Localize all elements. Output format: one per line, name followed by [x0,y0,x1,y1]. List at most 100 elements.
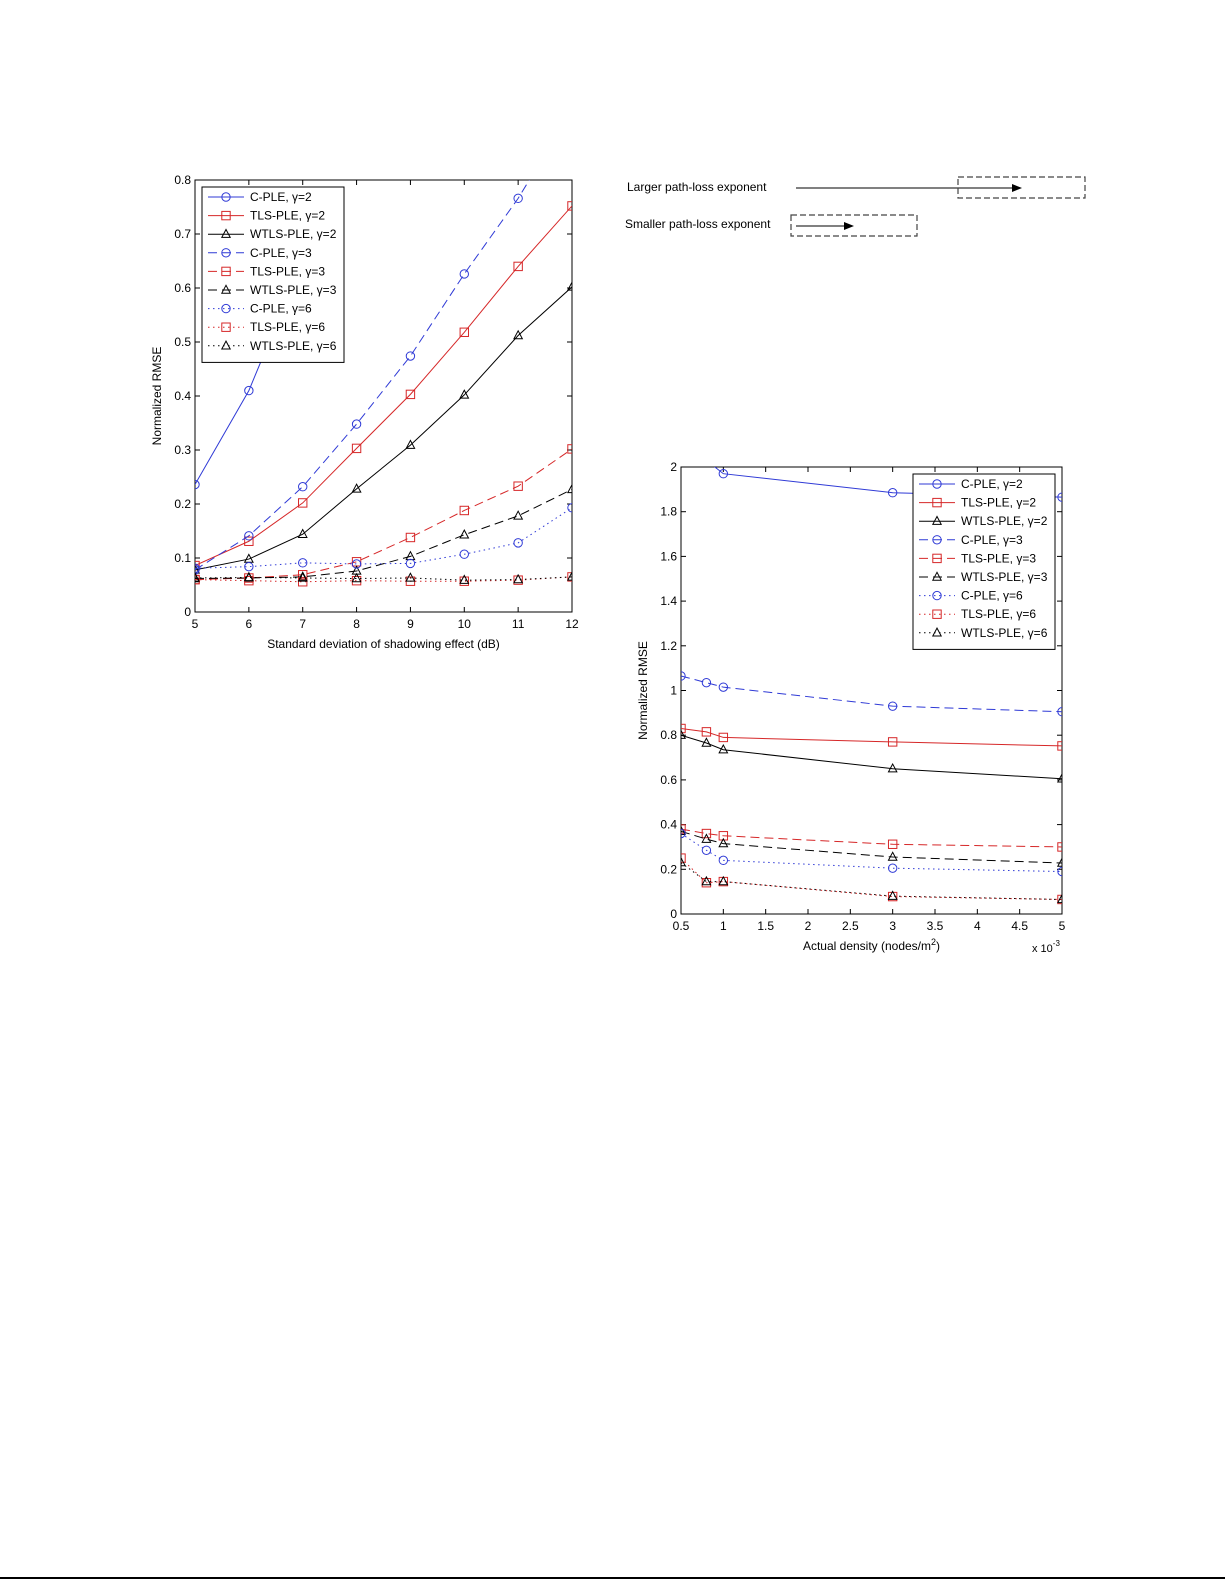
c1-series-line-4 [681,828,1062,848]
c1-x-tick-label: 2.5 [842,919,859,933]
larger-exponent-arrowhead [1012,184,1022,192]
c0-point-6 [513,538,523,548]
c0-x-tick-label: 8 [353,617,360,631]
c0-x-tick-label: 7 [299,617,306,631]
c0-series-line-2 [195,286,572,571]
path-loss-annotation: Larger path-loss exponent Smaller path-l… [625,176,1086,237]
c0-point-0 [195,479,200,490]
c1-x-axis-label: Actual density (nodes/m2) [803,937,940,953]
c0-point-6 [567,503,572,513]
c1-series-line-2 [681,734,1062,780]
c1-point-8 [718,875,729,886]
c1-point-0 [718,469,729,479]
c0-y-tick-label: 0.6 [174,281,191,295]
c0-point-3 [405,351,416,361]
c1-y-tick-label: 0.8 [660,728,677,742]
c0-point-4 [459,505,469,516]
c1-point-5 [887,851,898,861]
c1-legend-label-3: C-PLE, γ=3 [961,533,1023,547]
c0-point-1 [567,201,572,211]
c0-legend-label-1: TLS-PLE, γ=2 [250,209,325,223]
c1-point-4 [681,824,686,834]
c1-x-axis-label-sup: 2 [931,937,936,947]
c0-x-tick-label: 10 [458,617,472,631]
c0-point-8 [195,572,201,582]
c0-point-6 [244,561,254,572]
c1-point-4 [701,828,712,839]
c0-point-6 [195,563,200,573]
c0-point-7 [195,574,200,585]
c1-y-tick-label: 1.4 [660,594,677,608]
c0-point-4 [567,444,572,454]
c1-y-tick-label: 0 [670,907,677,921]
c1-point-3 [718,682,729,692]
smaller-exponent-box [790,214,918,237]
c0-point-4 [513,481,523,491]
c0-x-tick-label: 6 [246,617,253,631]
c0-legend-label-5: WTLS-PLE, γ=3 [250,283,337,297]
c1-legend-marker-5 [931,571,943,581]
c1-point-5 [1056,857,1062,867]
c1-point-7 [681,853,686,863]
c1-series-line-3 [681,675,1062,713]
c1-x-tick-label: 2 [805,919,812,933]
c0-point-1 [195,560,200,571]
c1-x-tick-label: 5 [1059,919,1066,933]
smaller-exponent-label: Smaller path-loss exponent [625,217,771,231]
c0-point-7 [298,577,308,587]
c1-x-axis-label-end: ) [936,939,940,953]
c0-point-6 [459,549,469,559]
c0-series-group [195,180,572,587]
c1-point-4 [1057,842,1062,852]
c1-x-tick-label: 1 [720,919,727,933]
c0-point-6 [351,559,362,569]
c1-point-2 [1056,773,1062,783]
c0-point-3 [244,531,254,541]
c0-legend-label-7: TLS-PLE, γ=6 [250,320,325,334]
larger-exponent-label: Larger path-loss exponent [627,180,767,194]
c1-legend-marker-6 [932,590,942,601]
c1-point-6 [887,863,898,873]
c0-point-1 [351,443,362,454]
c1-point-8 [681,856,687,867]
c0-point-2 [459,389,470,399]
c1-series-line-1 [681,727,1062,747]
c1-point-6 [1057,866,1062,877]
c1-legend-label-0: C-PLE, γ=2 [961,477,1023,491]
c0-x-tick-label: 9 [407,617,414,631]
c0-legend-marker-8 [220,340,232,350]
c1-x-multiplier-exp: -3 [1053,939,1061,948]
c0-legend-marker-2 [220,228,232,238]
c1-point-5 [718,837,729,848]
c1-point-0 [702,456,710,464]
c1-point-3 [887,701,898,711]
c1-point-6 [718,855,729,866]
c0-point-6 [405,558,416,569]
c1-legend-label-6: C-PLE, γ=6 [961,589,1023,603]
c1-legend-marker-1 [932,497,942,508]
c0-point-1 [513,261,523,272]
c0-y-tick-label: 0 [184,605,191,619]
c0-point-8 [405,572,416,582]
c0-point-3 [513,193,523,204]
c0-point-4 [298,570,308,580]
c0-point-2 [405,439,416,449]
c1-point-8 [887,890,898,900]
c0-point-1 [405,389,416,400]
c1-legend-marker-3 [932,535,942,545]
c0-point-8 [297,572,308,582]
c1-point-5 [701,833,712,843]
c0-legend-marker-0 [221,192,231,202]
c0-legend-label-6: C-PLE, γ=6 [250,302,312,316]
c0-x-axis-label: Standard deviation of shadowing effect (… [267,637,500,651]
c1-point-7 [701,878,712,888]
c1-y-tick-label: 1.6 [660,549,677,563]
c0-point-1 [244,536,254,546]
c0-point-8 [351,572,362,583]
c1-legend [912,473,1056,650]
c1-point-1 [681,723,686,734]
c0-x-tick-label: 11 [512,617,525,631]
c1-series-group [681,456,1062,905]
c1-point-5 [681,825,687,836]
c1-point-8 [701,875,712,886]
